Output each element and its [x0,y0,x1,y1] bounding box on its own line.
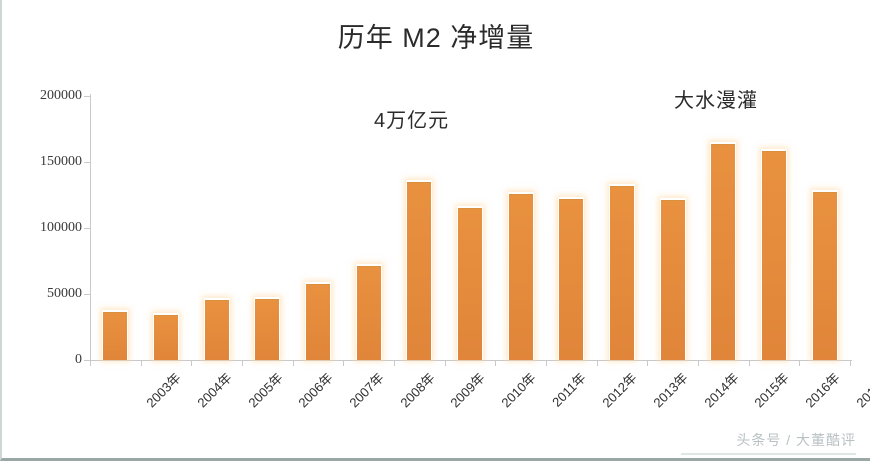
x-axis-tick-mark [343,360,345,366]
y-axis-tick-mark [84,294,90,295]
x-axis-tick-label: 2015年 [751,370,792,411]
x-axis-tick-label: 2009年 [447,370,488,411]
x-axis-tick-mark [799,360,801,366]
x-axis-tick-label: 2005年 [245,370,286,411]
y-axis-tick-label: 50000 [47,286,82,301]
watermark-rule [681,453,856,455]
x-axis-tick-mark [647,360,649,366]
bar-2017年[interactable] [812,192,837,360]
bar-2008年[interactable] [356,265,381,360]
x-axis-tick-mark [850,360,851,366]
bar-2004年[interactable] [154,315,178,360]
bar-2006年[interactable] [255,298,280,360]
x-axis-tick-label: 2014年 [701,370,742,411]
x-axis-tick-mark [596,360,598,366]
x-axis-tick-label: 2017年 [853,370,870,411]
x-axis-tick-mark [242,360,243,366]
x-axis-tick-label: 2011年 [548,370,589,410]
y-axis-tick-mark [84,228,90,229]
bar-2009年[interactable] [407,181,432,360]
annotation-flood: 大水漫灌 [674,90,758,112]
y-axis-line [90,94,91,362]
plot-area [90,96,850,360]
x-axis-tick-mark [698,360,699,366]
x-axis-tick-label: 2010年 [498,370,539,411]
bar-2003年[interactable] [103,312,128,360]
x-axis-tick-label: 2004年 [194,370,235,411]
x-axis-tick-mark [191,360,193,366]
y-axis-labels: 200000 150000 100000 50000 0 [2,88,90,367]
y-axis-tick-label: 200000 [40,88,82,103]
x-axis-tick-mark [394,360,395,366]
x-axis-tick-label: 2006年 [295,370,336,411]
x-axis-tick-mark [140,360,142,366]
bar-2014年[interactable] [660,199,685,360]
y-axis-tick-label: 100000 [40,220,82,235]
x-axis-tick-label: 2007年 [346,370,387,411]
x-axis-tick-mark [546,360,547,366]
x-axis-tick-label: 2012年 [599,370,640,411]
y-axis-tick-label: 0 [75,352,82,367]
y-axis-tick-mark [84,162,90,163]
chart-title: 历年 M2 净增量 [337,23,535,53]
annotation-4trillion: 4万亿元 [374,110,450,132]
x-axis-tick-mark [748,360,750,366]
bar-2016年[interactable] [762,151,786,360]
x-axis-tick-label: 2003年 [143,370,184,411]
x-axis-line [90,360,852,361]
bar-2005年[interactable] [204,299,229,360]
x-axis-tick-label: 2013年 [650,370,691,411]
x-axis-tick-mark [444,360,446,366]
bar-2011年[interactable] [508,193,533,360]
bar-2007年[interactable] [306,284,330,360]
y-axis-tick-label: 150000 [40,154,82,169]
y-axis-tick-mark [84,96,90,97]
bar-2010年[interactable] [458,207,482,360]
x-axis-tick-mark [495,360,497,366]
bar-2012年[interactable] [559,198,584,360]
x-axis-tick-mark [90,360,91,366]
bar-2013年[interactable] [610,185,634,360]
x-axis-tick-label: 2008年 [397,370,438,411]
x-axis-tick-mark [292,360,294,366]
watermark: 头条号 / 大董酷评 [736,432,856,448]
x-axis-tick-label: 2016年 [802,370,843,411]
y-axis-tick-mark [84,360,90,361]
bar-2015年[interactable] [711,143,736,360]
